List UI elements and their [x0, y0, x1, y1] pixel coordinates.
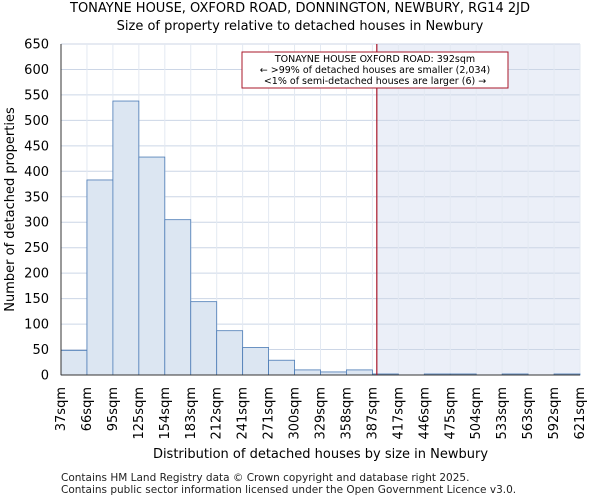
- x-tick-label: 241sqm: [236, 387, 251, 440]
- x-tick-label: 446sqm: [417, 387, 432, 440]
- y-tick-label: 50: [32, 343, 49, 358]
- x-tick-label: 329sqm: [314, 387, 329, 440]
- x-tick-label: 183sqm: [184, 387, 199, 440]
- x-tick-label: 95sqm: [106, 387, 121, 431]
- annotation-line-2: ← >99% of detached houses are smaller (2…: [260, 65, 491, 76]
- histogram-bar: [216, 330, 244, 376]
- x-tick-label: 154sqm: [158, 387, 173, 440]
- histogram-bar: [112, 100, 140, 376]
- footer-line-1: Contains HM Land Registry data © Crown c…: [61, 472, 470, 484]
- x-tick-label: 504sqm: [469, 387, 484, 440]
- histogram-bar: [346, 369, 373, 376]
- y-tick-label: 150: [24, 292, 49, 307]
- histogram-bar: [190, 301, 218, 376]
- annotation-line-3: <1% of semi-detached houses are larger (…: [264, 76, 486, 87]
- histogram-bar: [294, 369, 321, 376]
- x-tick-label: 592sqm: [547, 387, 562, 440]
- x-tick-label: 387sqm: [365, 387, 380, 440]
- x-tick-label: 563sqm: [521, 387, 536, 440]
- histogram-bar: [164, 219, 192, 376]
- y-tick-label: 250: [24, 241, 49, 256]
- x-tick-label: 300sqm: [288, 387, 303, 440]
- y-tick-label: 650: [24, 38, 49, 53]
- chart-subtitle: Size of property relative to detached ho…: [116, 19, 484, 34]
- y-tick-label: 200: [24, 267, 49, 282]
- x-axis-label: Distribution of detached houses by size …: [153, 447, 488, 462]
- y-tick-label: 300: [24, 216, 49, 231]
- x-tick-label: 212sqm: [210, 387, 225, 440]
- annotation-line-1: TONAYNE HOUSE OXFORD ROAD: 392sqm: [274, 54, 475, 65]
- histogram-bar: [138, 156, 166, 376]
- x-tick-label: 417sqm: [391, 387, 406, 440]
- annotation-box: [241, 51, 509, 89]
- x-tick-label: 533sqm: [495, 387, 510, 440]
- y-tick-label: 0: [41, 369, 49, 384]
- x-tick-label: 271sqm: [262, 387, 277, 440]
- histogram-bar: [242, 347, 269, 376]
- x-tick-label: 621sqm: [573, 387, 588, 440]
- x-tick-label: 37sqm: [54, 387, 69, 431]
- x-tick-label: 358sqm: [339, 387, 354, 440]
- y-tick-label: 450: [24, 139, 49, 154]
- x-tick-label: 66sqm: [80, 387, 95, 431]
- y-axis-label: Number of detached properties: [3, 107, 18, 312]
- y-tick-label: 500: [24, 114, 49, 129]
- histogram-bar: [60, 350, 88, 376]
- shaded-region-larger: [376, 44, 580, 375]
- x-tick-label: 125sqm: [132, 387, 147, 440]
- histogram-chart: 0 50 100 150 200 250 300 350 400 450 500 550 600 650 3…: [3, 38, 588, 463]
- chart-title: TONAYNE HOUSE, OXFORD ROAD, DONNINGTON, …: [70, 1, 530, 16]
- x-tick-label: 475sqm: [443, 387, 458, 440]
- footer-line-2: Contains public sector information licen…: [61, 484, 517, 496]
- y-tick-label: 550: [24, 88, 49, 103]
- y-tick-label: 350: [24, 190, 49, 205]
- y-tick-label: 400: [24, 165, 49, 180]
- histogram-bar: [86, 179, 114, 376]
- y-tick-label: 100: [24, 318, 49, 333]
- y-tick-label: 600: [24, 63, 49, 78]
- histogram-bar: [268, 359, 295, 376]
